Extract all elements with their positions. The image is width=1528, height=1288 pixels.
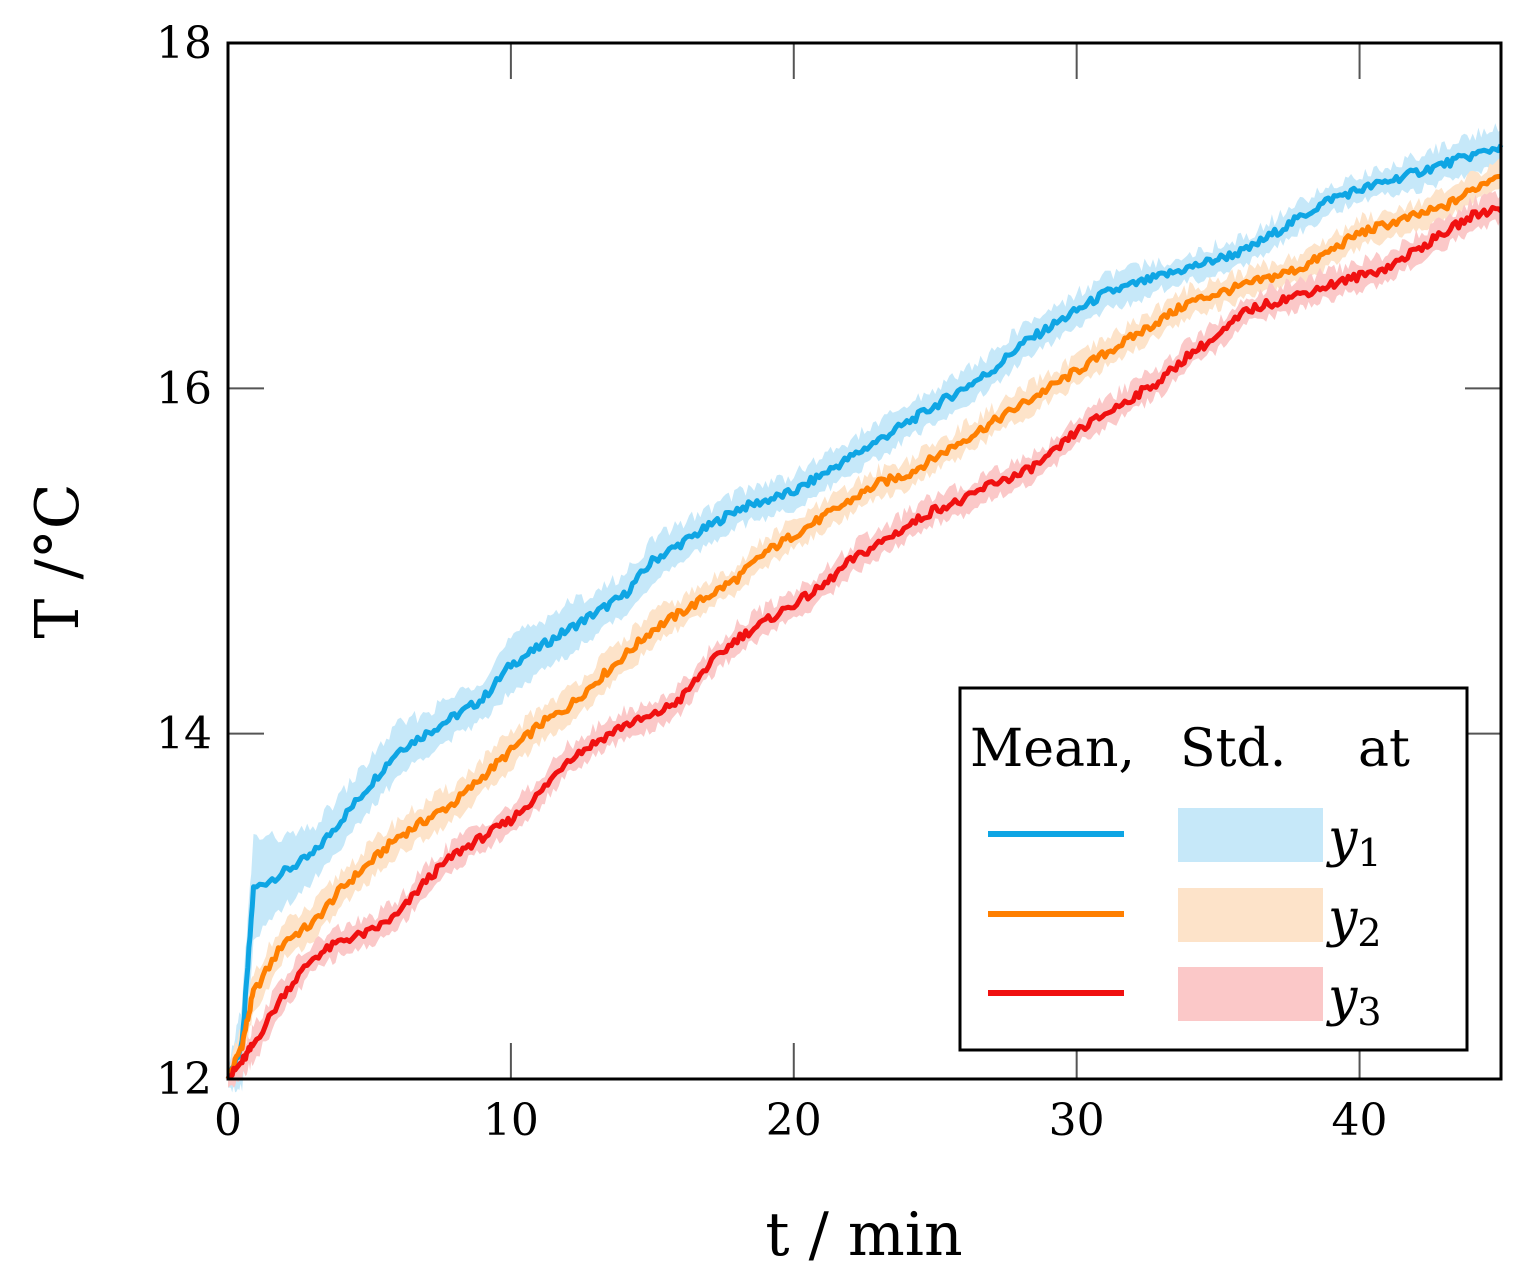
mean-lines: [225, 143, 1504, 1081]
axis-ticks: 0 10 20 30 40 12 14 16 18: [156, 18, 1501, 1146]
mean-line-y2: [225, 173, 1502, 1080]
legend-label-y2: y2: [1326, 889, 1382, 955]
y-tick-label: 14: [156, 709, 212, 760]
mean-line-y3: [226, 204, 1503, 1081]
x-tick-label: 40: [1332, 1095, 1388, 1146]
std-bands: [228, 123, 1501, 1093]
plot-frame: [226, 41, 1503, 1081]
legend-label-y3: y3: [1326, 968, 1382, 1034]
legend-band-y2: [1178, 888, 1323, 942]
x-tick-label: 30: [1049, 1095, 1105, 1146]
y-tick-label: 16: [156, 363, 212, 414]
legend-label-y1: y1: [1326, 809, 1382, 875]
legend-band-y3: [1178, 967, 1323, 1021]
legend-header-at: at: [1358, 719, 1410, 779]
x-axis-label: t / min: [765, 1200, 962, 1270]
legend-header-mean: Mean,: [970, 719, 1135, 779]
y-axis-label: T /°C: [23, 483, 93, 638]
std-band-y3: [228, 190, 1501, 1088]
legend-band-y1: [1178, 808, 1323, 862]
legend: Mean, Std. at y1 y2 y3: [958, 686, 1469, 1052]
x-tick-label: 10: [483, 1095, 539, 1146]
y-tick-label: 18: [156, 18, 212, 69]
mean-line-y1: [225, 143, 1504, 1080]
x-tick-label: 20: [766, 1095, 822, 1146]
x-tick-label: 0: [214, 1095, 242, 1146]
legend-header-std: Std.: [1180, 719, 1286, 779]
y-tick-label: 12: [156, 1054, 212, 1105]
